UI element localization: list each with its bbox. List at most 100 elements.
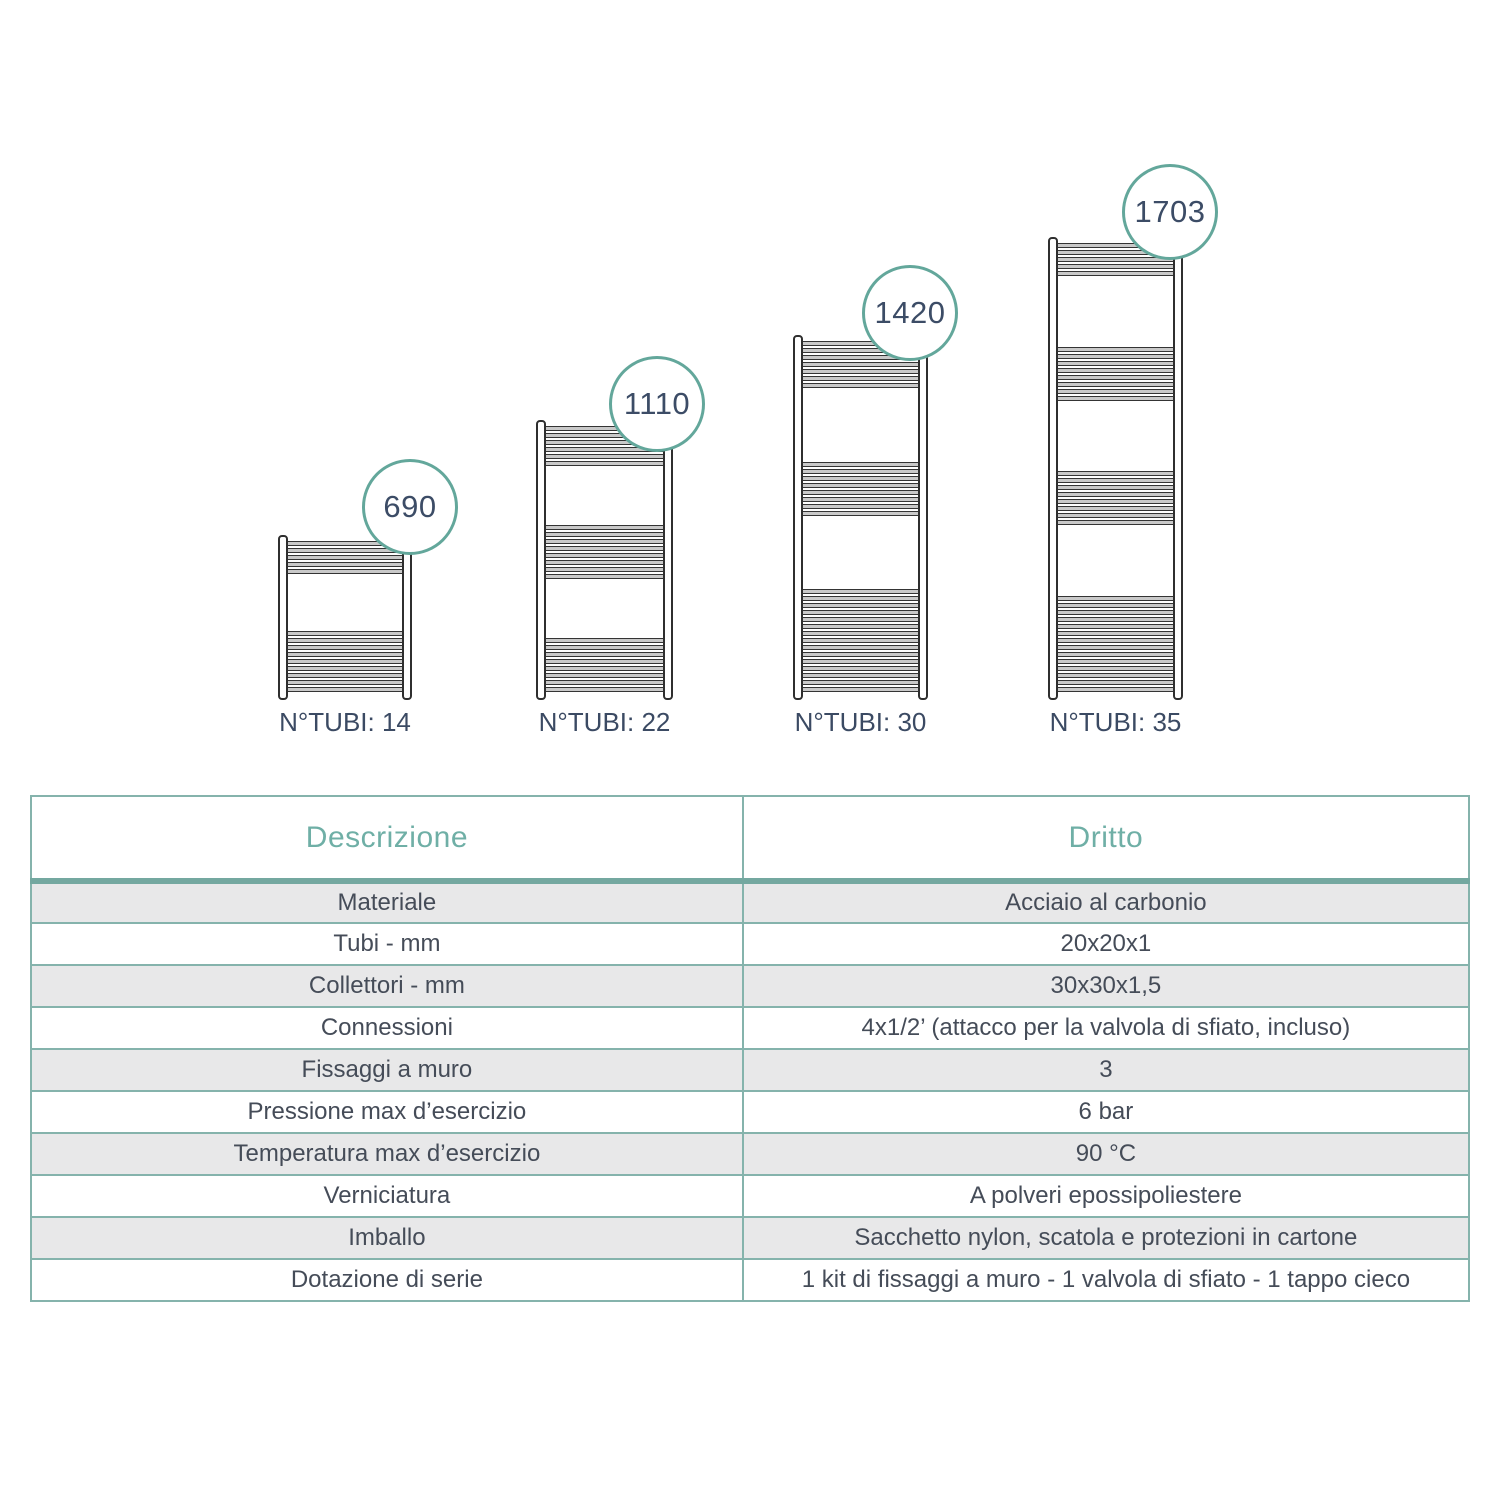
radiator-tube	[802, 645, 919, 650]
radiator-tube	[802, 503, 919, 509]
radiator-tube	[545, 426, 664, 431]
radiator-tube	[1057, 658, 1174, 664]
tube-group	[802, 340, 919, 389]
radiator-tube	[1057, 381, 1174, 387]
height-badge-1110: 1110	[609, 356, 705, 452]
radiator-tube	[287, 666, 403, 671]
radiator-tube	[1057, 395, 1174, 401]
radiator-tube	[287, 555, 403, 560]
radiator-tube	[802, 638, 919, 643]
radiator-tube	[802, 617, 919, 622]
table-row: Verniciatura A polveri epossipoliestere	[30, 1174, 1471, 1218]
radiator-tube	[1057, 637, 1174, 643]
radiator-tube	[1057, 471, 1174, 477]
radiator-tube	[1057, 623, 1174, 629]
spec-table-header-descrizione: Descrizione	[30, 795, 744, 884]
radiator-tube	[287, 652, 403, 657]
row-value-cell: 90 °C	[741, 1132, 1471, 1176]
radiator-tube	[802, 687, 919, 692]
radiator-tube	[802, 610, 919, 615]
row-value-cell: 4x1/2’ (attacco per la valvola di sfiato…	[741, 1006, 1471, 1050]
tubi-count-label: N°TUBI: 22	[538, 707, 671, 737]
radiator-tube	[1057, 672, 1174, 678]
radiator-tubes	[545, 425, 664, 693]
tube-group	[545, 637, 664, 693]
radiator-tube	[802, 383, 919, 388]
row-label-cell: Imballo	[30, 1216, 744, 1260]
tube-group	[1057, 346, 1174, 402]
table-row: Imballo Sacchetto nylon, scatola e protez…	[30, 1216, 1471, 1260]
radiator-rail-right	[402, 535, 412, 700]
radiator-tube	[1057, 602, 1174, 608]
row-value-cell: 6 bar	[741, 1090, 1471, 1134]
radiator-rail-right	[663, 420, 673, 700]
radiator-rail-left	[793, 335, 803, 700]
table-row: Fissaggi a muro 3	[30, 1048, 1471, 1092]
radiator-tube	[1057, 506, 1174, 512]
radiator-tube	[802, 596, 919, 601]
table-row: Materiale Acciaio al carbonio	[30, 880, 1471, 924]
height-badge-value: 690	[383, 489, 437, 524]
tube-group	[1057, 470, 1174, 526]
radiator-tube	[287, 562, 403, 567]
radiator-tube	[802, 369, 919, 374]
tube-group	[287, 540, 403, 575]
radiator-tube	[287, 631, 403, 636]
radiator-tube	[802, 496, 919, 502]
radiator-tube	[802, 461, 919, 467]
row-value-cell: Sacchetto nylon, scatola e protezioni in…	[741, 1216, 1471, 1260]
radiator-tube	[1057, 250, 1174, 255]
radiator-tube	[287, 638, 403, 643]
radiator-tube	[802, 603, 919, 608]
radiator-tubes	[802, 340, 919, 693]
radiator-tube	[1057, 388, 1174, 394]
radiator-tube	[287, 569, 403, 574]
table-row: Pressione max d’esercizio 6 bar	[30, 1090, 1471, 1134]
radiator-tube	[545, 553, 664, 558]
radiator-tube	[1057, 485, 1174, 491]
radiator-tube	[545, 680, 664, 685]
radiator-tube	[1057, 353, 1174, 359]
radiator-tubes	[287, 540, 403, 693]
radiator-tube	[1057, 686, 1174, 692]
spec-table: Descrizione Dritto Materiale Acciaio al c…	[30, 795, 1471, 1302]
radiator-tube	[802, 362, 919, 367]
radiator-tube	[802, 666, 919, 671]
radiator-tube	[802, 489, 919, 495]
tubi-count-label: N°TUBI: 35	[1049, 707, 1182, 737]
radiator-1110	[536, 420, 673, 700]
radiator-tube	[1057, 644, 1174, 650]
radiator-tube	[1057, 346, 1174, 352]
radiator-tube	[802, 341, 919, 346]
table-row: Tubi - mm 20x20x1	[30, 922, 1471, 966]
radiator-rail-left	[278, 535, 288, 700]
row-label-cell: Connessioni	[30, 1006, 744, 1050]
radiator-tube	[545, 567, 664, 572]
row-label-cell: Pressione max d’esercizio	[30, 1090, 744, 1134]
table-row: Dotazione di serie 1 kit di fissaggi a mu…	[30, 1258, 1471, 1302]
row-value-cell: A polveri epossipoliestere	[741, 1174, 1471, 1218]
height-badge-value: 1110	[623, 386, 691, 421]
radiator-tube	[802, 510, 919, 516]
row-value-cell: Acciaio al carbonio	[741, 880, 1471, 924]
radiator-tubes	[1057, 242, 1174, 693]
radiator-tube	[545, 645, 664, 650]
radiator-tube	[1057, 374, 1174, 380]
radiator-tube	[545, 433, 664, 438]
radiator-tube	[287, 680, 403, 685]
radiator-tube	[545, 673, 664, 678]
radiator-tube	[287, 645, 403, 650]
tubi-count-label: N°TUBI: 14	[279, 707, 411, 737]
tube-group	[1057, 595, 1174, 693]
radiator-tube	[1057, 665, 1174, 671]
radiator-tube	[1057, 271, 1174, 276]
radiator-tube	[545, 666, 664, 671]
height-badge-690: 690	[362, 459, 458, 555]
radiator-tube	[1057, 243, 1174, 248]
row-label-cell: Verniciatura	[30, 1174, 744, 1218]
radiator-tube	[545, 659, 664, 664]
radiator-tube	[1057, 264, 1174, 269]
radiator-tube	[1057, 257, 1174, 262]
row-label-cell: Tubi - mm	[30, 922, 744, 966]
